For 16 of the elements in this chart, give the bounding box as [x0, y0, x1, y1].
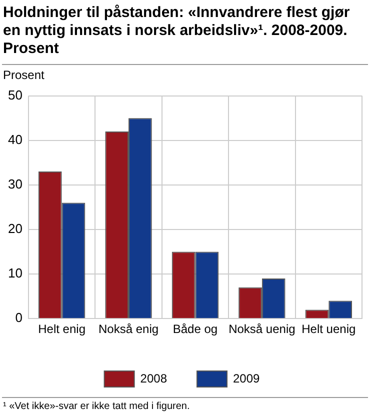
- x-tick-label: Nokså uenig: [228, 322, 296, 336]
- y-tick-label: 20: [8, 221, 22, 236]
- x-tick-label: Helt enig: [38, 322, 86, 336]
- y-axis-title: Prosent: [2, 67, 46, 82]
- y-tick-label: 40: [8, 132, 22, 147]
- y-tick-label: 50: [8, 87, 22, 102]
- y-tick-label: 30: [8, 176, 22, 192]
- x-tick-label: Nokså enig: [98, 322, 159, 336]
- x-tick-label: Helt uenig: [302, 322, 356, 336]
- y-tick-label: 0: [15, 310, 22, 326]
- chart-title: Holdninger til påstanden: «Innvandrere flest gjør en nyttig innsats i norsk arbeidsliv»¹. 2008-2009. Prosent: [2, 3, 351, 59]
- x-tick-label: Både og: [172, 322, 218, 336]
- text: ¹ «Vet ikke»-svar er ikke tatt med i figuren.: [2, 400, 191, 414]
- y-tick-label: 10: [8, 266, 22, 281]
- legend-label: 2008: [140, 371, 168, 386]
- legend-label: 2009: [233, 371, 260, 386]
